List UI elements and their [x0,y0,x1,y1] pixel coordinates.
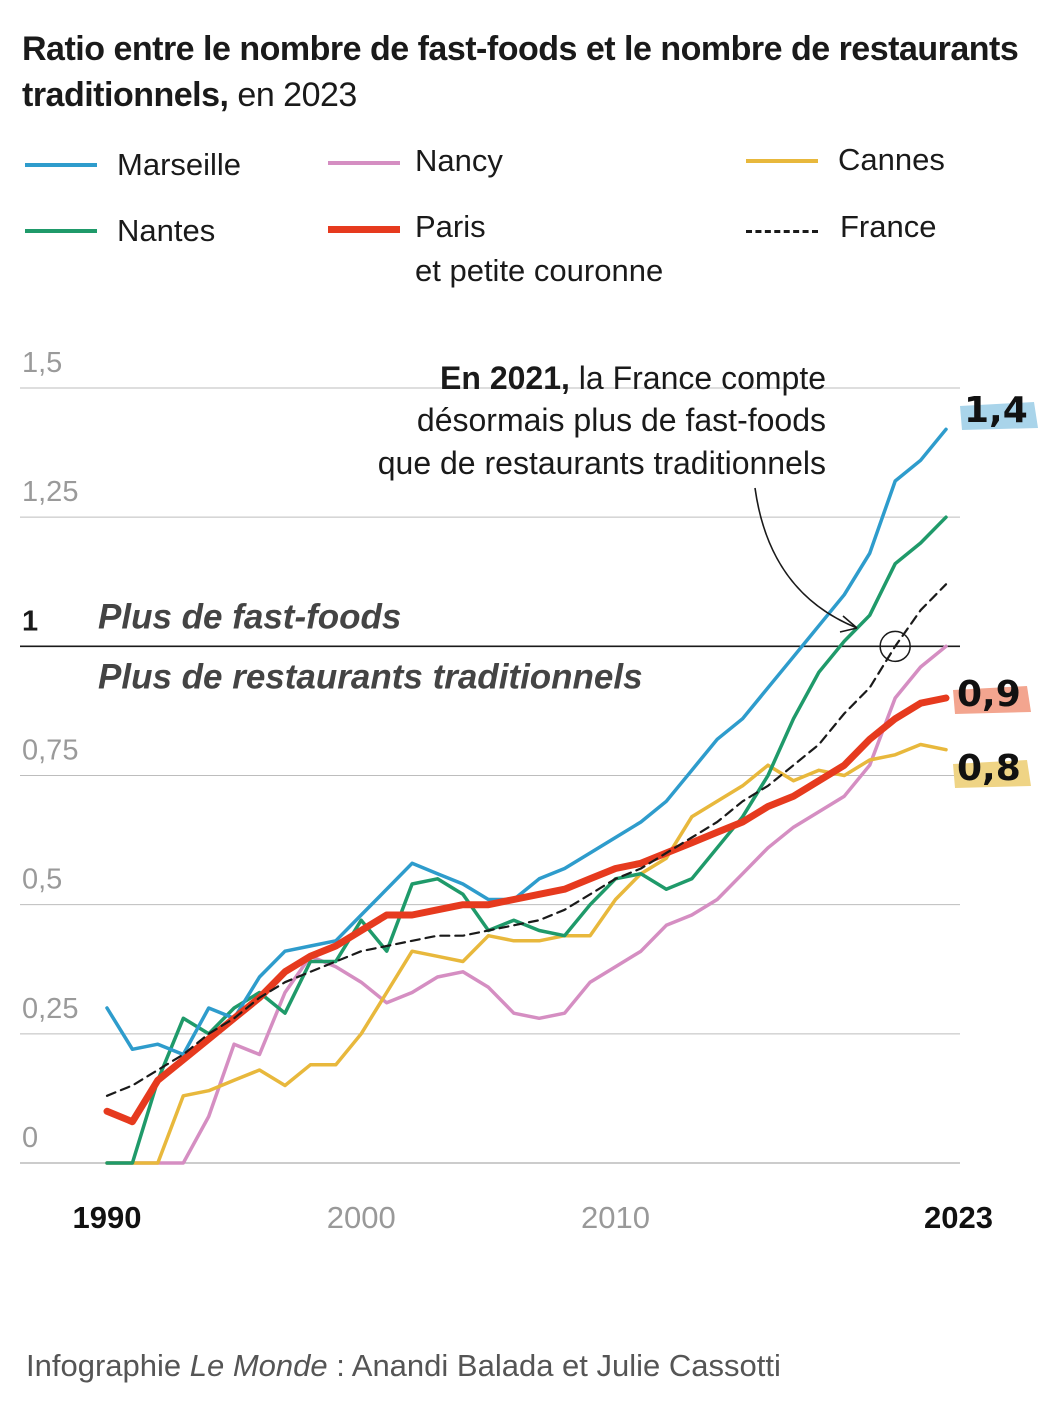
legend-label-marseille: Marseille [117,147,242,182]
credit-prefix: Infographie [26,1348,182,1383]
threshold-label-above: Plus de fast-foods [98,597,401,636]
end-label-marseille: 1,4 [964,390,1028,431]
chart-title: Ratio entre le nombre de fast-foods et l… [22,26,1022,118]
legend-swatch-nancy [328,161,400,165]
x-tick-label: 1990 [73,1200,142,1235]
y-tick-label: 1,5 [22,347,62,379]
credit-publication: Le Monde [189,1348,328,1383]
series-line-france [105,583,948,1097]
annotation-arrow [754,487,858,629]
credit-line: Infographie Le Monde : Anandi Balada et … [26,1348,781,1384]
y-tick-label: 0,75 [22,735,78,767]
legend-label-france: France [840,209,937,244]
chart-title-light: en 2023 [237,76,357,114]
annotation-marker [879,630,911,663]
annotation-line-2: désormais plus de fast-foods [417,402,826,438]
series-line-paris [103,694,950,1126]
legend-label-nancy: Nancy [415,143,503,178]
end-label-cannes: 0,8 [957,748,1021,789]
threshold-label-below: Plus de restaurants traditionnels [98,657,643,696]
end-label-highlight [953,760,1031,788]
legend-label-paris-sub: et petite couronne [415,253,664,288]
series-line-nancy [105,644,948,1165]
legend-label-cannes: Cannes [838,142,945,177]
legend-swatch-cannes [746,159,818,163]
x-tick-label: 2000 [327,1200,396,1235]
end-label-highlight [960,402,1038,430]
legend-swatch-paris [328,226,400,233]
y-tick-label: 0 [22,1122,38,1154]
annotation-arrowhead [839,615,858,633]
legend-swatch-nantes [25,229,97,233]
x-tick-label: 2023 [924,1200,993,1235]
y-tick-label: 1,25 [22,476,78,508]
y-tick-label: 0,5 [22,864,62,896]
end-label-paris: 0,9 [957,674,1021,715]
legend-swatch-france [746,230,818,233]
legend-label-nantes: Nantes [117,213,216,248]
legend-swatch-marseille [25,163,97,167]
annotation-text-1: la France compte [570,360,826,396]
annotation-bold: En 2021, [440,360,570,396]
annotation-line-1: En 2021, la France compte [440,360,826,396]
series-line-cannes [105,742,948,1165]
series-line-marseille [105,427,948,1057]
legend-label-paris: Paris [415,209,486,244]
x-tick-label: 2010 [581,1200,650,1235]
annotation-line-3: que de restaurants traditionnels [378,445,826,481]
chart-title-bold: Ratio entre le nombre de fast-foods et l… [22,30,1019,114]
end-label-highlight [953,686,1031,714]
y-tick-label: 1 [22,605,38,637]
credit-suffix: : Anandi Balada et Julie Cassotti [327,1348,781,1383]
y-tick-label: 0,25 [22,993,78,1025]
